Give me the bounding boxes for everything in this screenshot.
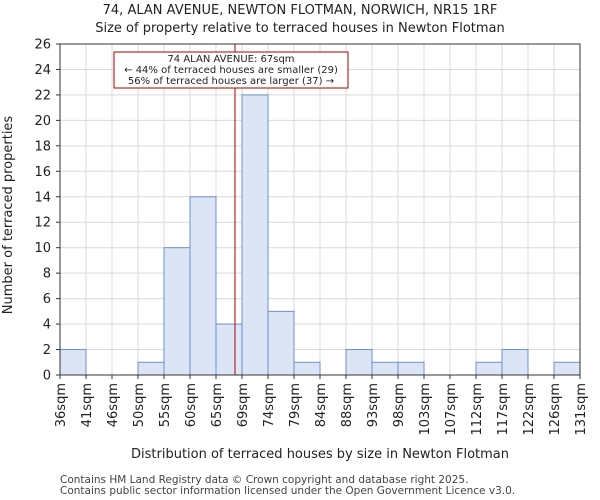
- x-tick-label: 79sqm: [288, 383, 303, 427]
- histogram-bar: [189, 196, 217, 376]
- chart-title: 74, ALAN AVENUE, NEWTON FLOTMAN, NORWICH…: [103, 3, 498, 18]
- histogram-bar: [397, 361, 425, 376]
- y-tick-label: 0: [43, 369, 51, 384]
- y-axis-label: Number of terraced properties: [1, 116, 16, 315]
- histogram-bar: [137, 361, 165, 376]
- x-tick-label: 69sqm: [236, 383, 251, 427]
- x-tick-label: 84sqm: [314, 383, 329, 427]
- histogram-bar: [501, 349, 529, 376]
- x-tick-label: 65sqm: [210, 383, 225, 427]
- y-tick-label: 6: [43, 292, 51, 307]
- x-tick-label: 117sqm: [496, 383, 511, 436]
- x-tick-label: 88sqm: [340, 383, 355, 427]
- x-tick-label: 107sqm: [444, 383, 459, 436]
- annotation-line-2: ← 44% of terraced houses are smaller (29…: [124, 65, 338, 76]
- y-tick-label: 18: [34, 139, 51, 154]
- x-axis-label: Distribution of terraced houses by size …: [131, 447, 509, 462]
- x-tick-label: 46sqm: [106, 383, 121, 427]
- x-tick-label: 36sqm: [54, 383, 69, 427]
- histogram-bar: [371, 361, 399, 376]
- x-tick-label: 55sqm: [158, 383, 173, 427]
- y-tick-label: 16: [34, 165, 51, 180]
- y-tick-label: 4: [43, 318, 51, 333]
- annotation-frame: [113, 51, 349, 89]
- x-tick-label: 98sqm: [392, 383, 407, 427]
- x-tick-label: 74sqm: [262, 383, 277, 427]
- histogram-bar: [215, 323, 243, 376]
- y-tick-label: 12: [34, 216, 51, 231]
- x-tick-label: 103sqm: [418, 383, 433, 436]
- footer-line-1: Contains HM Land Registry data © Crown c…: [60, 474, 468, 486]
- histogram-bar: [241, 94, 269, 376]
- x-tick-label: 50sqm: [132, 383, 147, 427]
- histogram-bar: [345, 349, 373, 376]
- y-tick-label: 8: [43, 267, 51, 282]
- x-tick-label: 41sqm: [80, 383, 95, 427]
- y-tick-label: 20: [34, 114, 51, 129]
- y-tick-label: 2: [43, 343, 51, 358]
- x-tick-label: 131sqm: [574, 383, 589, 436]
- annotation-line-1: 74 ALAN AVENUE: 67sqm: [167, 54, 294, 65]
- y-tick-label: 14: [34, 190, 51, 205]
- footer-line-2: Contains public sector information licen…: [60, 485, 515, 497]
- annotation-box: 74 ALAN AVENUE: 67sqm ← 44% of terraced …: [113, 51, 349, 89]
- histogram-bar: [553, 361, 581, 376]
- annotation-line-3: 56% of terraced houses are larger (37) →: [128, 76, 334, 87]
- x-tick-label: 126sqm: [548, 383, 563, 436]
- histogram-bar: [59, 349, 87, 376]
- x-tick-label: 122sqm: [522, 383, 537, 436]
- x-tick-layer: 36sqm 41sqm 46sqm 50sqm 55sqm 60sqm 65sqm 69sqm…: [54, 375, 589, 436]
- x-tick-label: 93sqm: [366, 383, 381, 427]
- histogram-bar: [163, 247, 191, 376]
- x-tick-label: 60sqm: [184, 383, 199, 427]
- y-tick-label: 24: [34, 63, 51, 78]
- bars-layer: [59, 94, 581, 376]
- histogram-bar: [293, 361, 321, 376]
- histogram-bar: [475, 361, 503, 376]
- histogram-bar: [267, 310, 295, 376]
- grid-layer: [59, 43, 581, 376]
- x-tick-label: 112sqm: [470, 383, 485, 436]
- chart-subtitle: Size of property relative to terraced ho…: [95, 21, 505, 36]
- y-tick-label: 22: [34, 88, 51, 103]
- y-tick-label: 10: [34, 241, 51, 256]
- y-tick-label: 26: [34, 38, 51, 53]
